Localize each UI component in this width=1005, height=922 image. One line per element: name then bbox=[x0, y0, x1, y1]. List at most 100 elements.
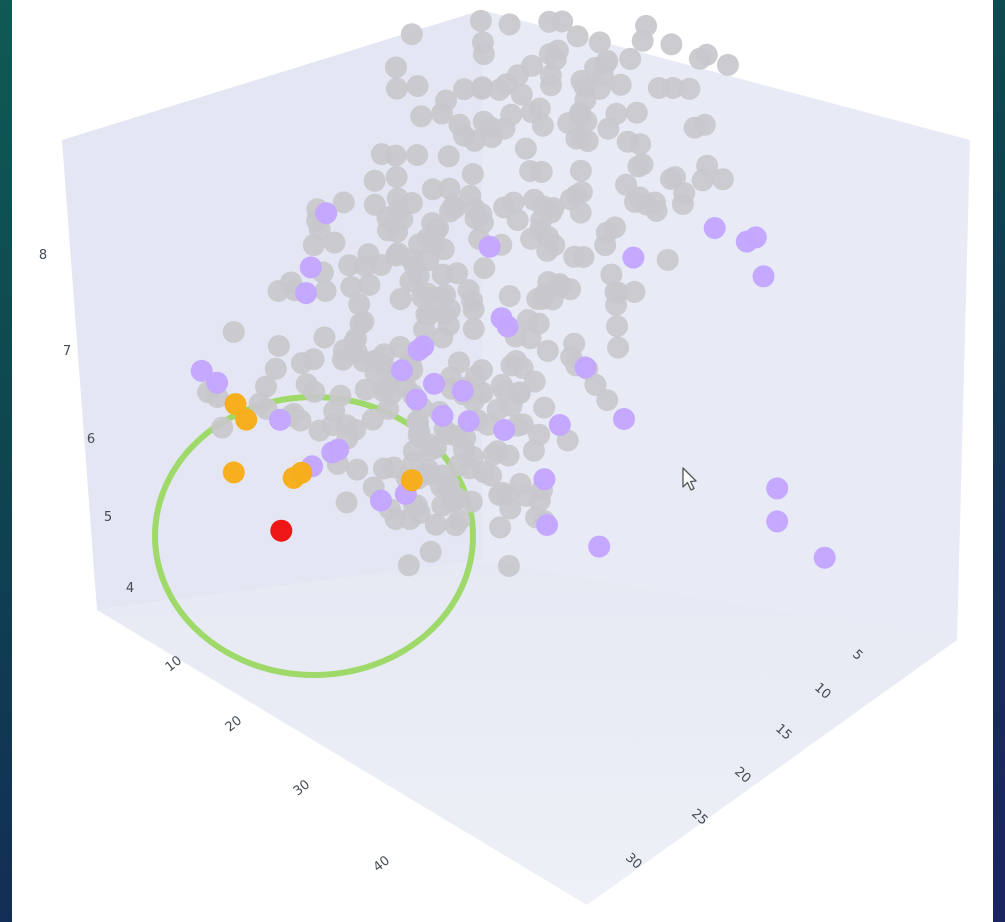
gray-point bbox=[473, 257, 496, 280]
gray-point bbox=[533, 396, 556, 419]
gray-point bbox=[358, 274, 381, 296]
gray-point bbox=[335, 414, 358, 437]
gray-point bbox=[660, 33, 683, 56]
gray-point bbox=[606, 315, 629, 338]
gray-point bbox=[460, 490, 483, 513]
z-tick-label: 4 bbox=[126, 581, 134, 596]
purple-point bbox=[478, 235, 501, 258]
gray-point bbox=[506, 209, 529, 232]
gray-point bbox=[597, 117, 620, 140]
gray-point bbox=[376, 206, 399, 229]
gray-point bbox=[495, 73, 518, 96]
z-tick-label: 5 bbox=[104, 510, 112, 525]
z-tick-label: 8 bbox=[39, 248, 47, 263]
gray-point bbox=[346, 458, 369, 481]
gray-point bbox=[302, 234, 325, 257]
gray-point bbox=[539, 64, 562, 87]
gray-point bbox=[631, 29, 654, 52]
gray-point bbox=[623, 280, 646, 303]
orange-point bbox=[222, 461, 245, 484]
gray-point bbox=[523, 370, 546, 393]
purple-point bbox=[431, 404, 454, 427]
gray-point bbox=[536, 339, 559, 362]
purple-point bbox=[766, 510, 789, 533]
gray-point bbox=[380, 382, 403, 405]
gray-point bbox=[462, 298, 485, 321]
gray-point bbox=[332, 191, 355, 214]
gray-point bbox=[627, 155, 650, 178]
gray-point bbox=[421, 178, 444, 201]
gray-point bbox=[508, 382, 531, 405]
gray-point bbox=[400, 23, 423, 46]
gray-point bbox=[417, 304, 440, 327]
gray-point bbox=[264, 357, 287, 380]
gray-point bbox=[419, 439, 441, 462]
purple-point bbox=[533, 468, 556, 491]
gray-point bbox=[511, 413, 534, 436]
gray-point bbox=[430, 102, 453, 125]
purple-point bbox=[752, 265, 775, 288]
purple-point bbox=[457, 410, 480, 433]
gray-point bbox=[716, 53, 739, 76]
gray-point bbox=[472, 461, 495, 484]
gray-point bbox=[434, 303, 457, 326]
gray-point bbox=[385, 166, 408, 188]
gray-point bbox=[431, 263, 454, 286]
gray-point bbox=[536, 239, 559, 262]
gray-point bbox=[566, 25, 589, 48]
gray-point bbox=[397, 554, 420, 577]
mouse-cursor-icon bbox=[682, 467, 697, 491]
purple-point bbox=[327, 438, 350, 461]
purple-point bbox=[548, 414, 571, 436]
gray-point bbox=[438, 177, 461, 200]
gray-point bbox=[222, 321, 245, 343]
gray-point bbox=[382, 456, 405, 479]
chart-stage: 4 5 6 7 8 10 20 30 40 5 10 15 20 25 30 bbox=[12, 0, 993, 922]
gray-point bbox=[671, 193, 694, 215]
gray-point bbox=[385, 56, 407, 79]
gray-point bbox=[443, 197, 466, 220]
gray-point bbox=[384, 507, 407, 530]
gray-point bbox=[557, 112, 580, 134]
gray-point bbox=[343, 331, 365, 354]
gray-point bbox=[267, 335, 290, 357]
purple-point bbox=[744, 226, 767, 249]
gray-point bbox=[619, 47, 642, 70]
gray-point bbox=[453, 78, 476, 101]
gray-point bbox=[496, 484, 519, 506]
gray-point bbox=[469, 9, 492, 32]
gray-point bbox=[410, 105, 433, 128]
purple-point bbox=[269, 408, 291, 431]
gray-point bbox=[431, 494, 454, 517]
gray-point bbox=[521, 54, 543, 77]
gray-point bbox=[363, 169, 386, 192]
gray-point bbox=[563, 245, 586, 268]
gray-point bbox=[520, 227, 543, 250]
gray-point bbox=[538, 10, 561, 33]
gray-point bbox=[522, 439, 545, 462]
gray-point bbox=[645, 199, 668, 222]
gray-point bbox=[588, 31, 611, 54]
gray-point bbox=[625, 101, 648, 124]
gray-point bbox=[386, 187, 409, 210]
gray-point bbox=[606, 281, 629, 304]
gray-point bbox=[471, 76, 494, 99]
gray-point bbox=[406, 144, 429, 166]
floor-plane bbox=[97, 560, 957, 905]
gray-point bbox=[385, 77, 408, 100]
gray-point bbox=[407, 265, 430, 288]
gray-point bbox=[497, 554, 520, 577]
colored-point-layer bbox=[190, 202, 836, 569]
gray-point bbox=[616, 130, 639, 153]
gray-point bbox=[335, 491, 358, 514]
purple-point bbox=[315, 202, 338, 225]
gray-point bbox=[290, 352, 313, 375]
gray-point bbox=[459, 184, 482, 207]
gray-point bbox=[444, 514, 467, 537]
gray-point bbox=[427, 217, 449, 240]
purple-point bbox=[423, 372, 445, 395]
gray-point bbox=[389, 288, 412, 311]
gray-point bbox=[519, 327, 542, 350]
x-tick-label: 30 bbox=[291, 777, 313, 799]
